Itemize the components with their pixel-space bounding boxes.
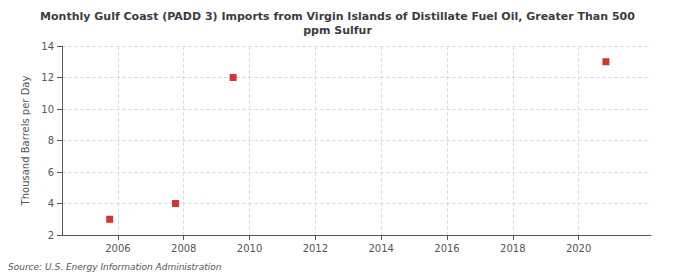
svg-text:Source: U.S. Energy Informatio: Source: U.S. Energy Information Administ… [8, 262, 222, 272]
svg-text:Monthly Gulf Coast (PADD 3) Im: Monthly Gulf Coast (PADD 3) Imports from… [40, 10, 635, 23]
svg-text:2: 2 [48, 230, 54, 241]
svg-text:4: 4 [48, 198, 54, 209]
svg-text:Thousand Barrels per Day: Thousand Barrels per Day [20, 76, 31, 207]
svg-text:2014: 2014 [368, 243, 393, 254]
svg-text:2018: 2018 [500, 243, 525, 254]
svg-text:2010: 2010 [237, 243, 262, 254]
svg-text:14: 14 [41, 41, 54, 52]
svg-text:ppm Sulfur: ppm Sulfur [303, 24, 372, 37]
svg-text:12: 12 [41, 72, 54, 83]
svg-text:8: 8 [48, 135, 54, 146]
svg-text:2006: 2006 [105, 243, 130, 254]
svg-text:6: 6 [48, 167, 54, 178]
svg-text:2016: 2016 [434, 243, 459, 254]
svg-text:2012: 2012 [303, 243, 328, 254]
svg-text:2008: 2008 [171, 243, 196, 254]
svg-text:10: 10 [41, 104, 54, 115]
svg-text:2020: 2020 [566, 243, 591, 254]
